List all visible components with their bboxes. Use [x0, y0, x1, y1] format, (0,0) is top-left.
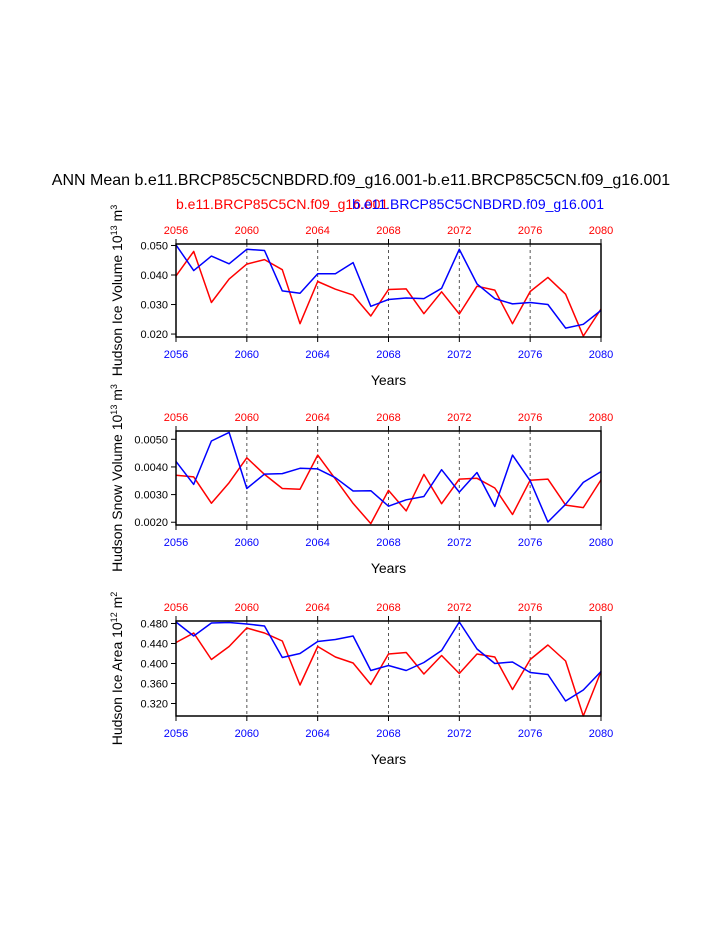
y-axis-label: Hudson Ice Volume 1013 m3 [109, 205, 125, 376]
x-tick-label-bottom: 2068 [376, 728, 400, 740]
y-axis-label-part: m [109, 389, 125, 405]
y-tick-label: 0.440 [140, 639, 168, 651]
main-title: ANN Mean b.e11.BRCP85C5CNBDRD.f09_g16.00… [52, 172, 671, 189]
x-tick-label-bottom: 2068 [376, 537, 400, 549]
x-tick-label-top: 2080 [589, 225, 613, 237]
x-tick-label-top: 2072 [447, 602, 471, 614]
x-tick-label-top: 2060 [235, 412, 259, 424]
x-tick-label-bottom: 2076 [518, 728, 542, 740]
y-axis-label-part: Hudson Ice Area 10 [109, 622, 125, 745]
x-tick-label-bottom: 2076 [518, 349, 542, 361]
y-axis-label-part: 3 [109, 205, 119, 210]
x-tick-label-bottom: 2064 [305, 728, 329, 740]
y-tick-label: 0.030 [140, 300, 168, 312]
series-line-blue [175, 621, 602, 702]
x-tick-label-bottom: 2064 [305, 537, 329, 549]
x-tick-label-bottom: 2080 [589, 728, 613, 740]
x-tick-label-bottom: 2060 [235, 537, 259, 549]
x-tick-label-top: 2068 [376, 225, 400, 237]
x-tick-label-bottom: 2056 [164, 728, 188, 740]
series-line-blue [175, 244, 602, 329]
series-line-red [175, 627, 602, 717]
x-axis-label: Years [371, 560, 406, 576]
y-tick-label: 0.0030 [134, 490, 168, 502]
y-tick-label: 0.480 [140, 619, 168, 631]
y-tick-label: 0.320 [140, 699, 168, 711]
x-tick-label-top: 2060 [235, 602, 259, 614]
x-tick-label-top: 2072 [447, 225, 471, 237]
subtitle-left: b.e11.BRCP85C5CN.f09_g16.001 [176, 196, 388, 212]
y-axis-label-part: 2 [109, 592, 119, 597]
y-tick-label: 0.0020 [134, 517, 168, 529]
y-axis-label: Hudson Snow Volume 1013 m3 [109, 384, 125, 572]
x-tick-label-bottom: 2080 [589, 537, 613, 549]
y-axis-label-part: m [109, 597, 125, 613]
x-tick-label-bottom: 2056 [164, 537, 188, 549]
x-tick-label-top: 2060 [235, 225, 259, 237]
chart-panel-3: 0.320 0.360 0.400 0.440 0.480 2056 2056 2060 206… [109, 592, 613, 767]
y-tick-label: 0.400 [140, 659, 168, 671]
y-tick-label: 0.0050 [134, 434, 168, 446]
x-tick-label-top: 2068 [376, 412, 400, 424]
x-tick-label-top: 2068 [376, 602, 400, 614]
y-axis-label-part: Hudson Snow Volume 10 [109, 414, 125, 571]
y-tick-label: 0.0040 [134, 462, 168, 474]
chart-panel-2: 0.0020 0.0030 0.0040 0.0050 2056 2056 2060 2060… [109, 384, 613, 576]
x-tick-label-top: 2076 [518, 412, 542, 424]
x-tick-label-bottom: 2068 [376, 349, 400, 361]
y-axis-label-part: 13 [109, 225, 119, 235]
y-axis-label-part: m [109, 210, 125, 226]
x-tick-label-bottom: 2072 [447, 728, 471, 740]
series-line-red [175, 250, 602, 337]
y-axis-label-part: 12 [109, 612, 119, 622]
x-tick-label-top: 2056 [164, 412, 188, 424]
x-tick-label-bottom: 2076 [518, 537, 542, 549]
x-tick-label-top: 2076 [518, 602, 542, 614]
chart-panel-1: 0.020 0.030 0.040 0.050 2056 2056 2060 2060 2064… [109, 205, 613, 388]
x-tick-label-bottom: 2056 [164, 349, 188, 361]
x-tick-label-bottom: 2060 [235, 728, 259, 740]
y-axis-label-part: Hudson Ice Volume 10 [109, 235, 125, 376]
x-tick-label-top: 2064 [305, 412, 329, 424]
x-tick-label-top: 2080 [589, 412, 613, 424]
x-tick-label-bottom: 2064 [305, 349, 329, 361]
y-tick-label: 0.020 [140, 329, 168, 341]
y-axis-label-part: 3 [109, 384, 119, 389]
x-axis-label: Years [371, 751, 406, 767]
x-tick-label-bottom: 2060 [235, 349, 259, 361]
x-tick-label-bottom: 2072 [447, 537, 471, 549]
x-tick-label-top: 2056 [164, 602, 188, 614]
y-axis-label: Hudson Ice Area 1012 m2 [109, 592, 125, 746]
x-tick-label-bottom: 2080 [589, 349, 613, 361]
y-tick-label: 0.040 [140, 270, 168, 282]
x-tick-label-top: 2080 [589, 602, 613, 614]
subtitle-right: b.e11.BRCP85C5CNBDRD.f09_g16.001 [352, 196, 604, 212]
x-tick-label-top: 2064 [305, 225, 329, 237]
x-tick-label-top: 2072 [447, 412, 471, 424]
x-axis-label: Years [371, 372, 406, 388]
y-tick-label: 0.360 [140, 679, 168, 691]
y-axis-label-part: 13 [109, 405, 119, 415]
series-line-blue [175, 431, 602, 523]
y-tick-label: 0.050 [140, 240, 168, 252]
x-tick-label-top: 2076 [518, 225, 542, 237]
x-tick-label-bottom: 2072 [447, 349, 471, 361]
panels: 0.020 0.030 0.040 0.050 2056 2056 2060 2060 2064… [109, 205, 613, 767]
x-tick-label-top: 2056 [164, 225, 188, 237]
x-tick-label-top: 2064 [305, 602, 329, 614]
